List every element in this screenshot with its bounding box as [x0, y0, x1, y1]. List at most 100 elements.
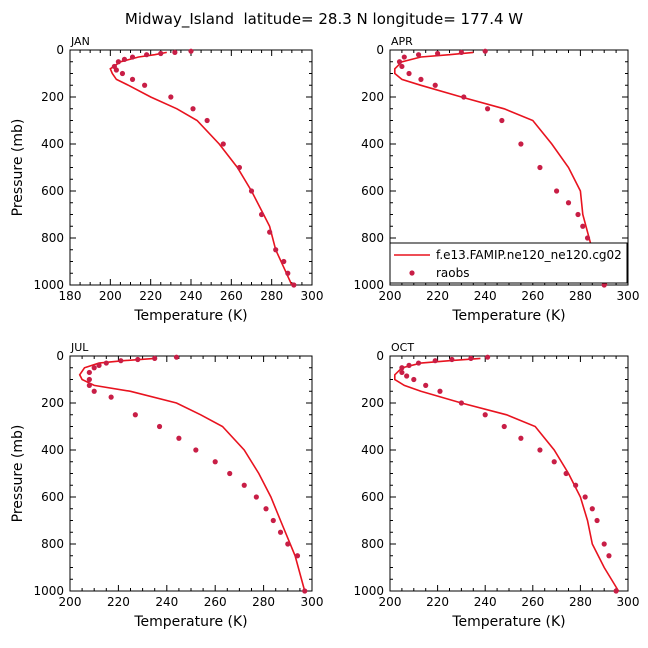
- model-line-series: [109, 51, 293, 286]
- panel-label: JUL: [70, 341, 89, 354]
- panel-label: APR: [391, 35, 413, 48]
- x-tick-label: 220: [139, 289, 162, 303]
- panel-jan: 180 200 220 240 260 280 300 0 200 400 600 800 1000 JA…: [10, 35, 323, 324]
- x-tick-label: 260: [521, 595, 544, 609]
- x-tick-label: 260: [220, 289, 243, 303]
- x-tick-label: 220: [426, 289, 449, 303]
- plot-frame: [69, 355, 313, 592]
- obs-point: [563, 470, 569, 477]
- y-tick-label: 400: [361, 443, 384, 457]
- obs-point: [458, 400, 464, 406]
- x-tick-label: 300: [301, 595, 324, 609]
- panel-apr: 200 220 240 260 280 300 0 200 400 600 800 1000 APR Te…: [353, 35, 639, 324]
- obs-point: [96, 362, 102, 368]
- y-tick-label: 600: [361, 184, 384, 198]
- obs-point: [406, 362, 412, 368]
- obs-point: [565, 200, 572, 206]
- obs-point: [573, 482, 579, 488]
- y-tick-label: 400: [41, 443, 64, 457]
- obs-point: [121, 56, 128, 63]
- legend-obs-marker: [409, 270, 415, 276]
- obs-point: [144, 52, 150, 58]
- obs-point: [285, 541, 291, 547]
- obs-point: [302, 588, 308, 594]
- obs-point: [584, 235, 591, 241]
- obs-point: [270, 517, 276, 524]
- obs-point: [129, 76, 136, 82]
- y-tick-label: 800: [361, 231, 384, 245]
- obs-point: [118, 358, 124, 364]
- x-axis-label: Temperature (K): [133, 308, 247, 324]
- obs-point: [173, 354, 180, 360]
- y-tick-label: 400: [361, 137, 384, 151]
- obs-point: [119, 70, 126, 77]
- obs-point: [277, 529, 284, 535]
- obs-point: [248, 188, 255, 194]
- obs-point: [190, 106, 196, 112]
- obs-point: [601, 541, 607, 547]
- y-axis-label: Pressure (mb): [10, 119, 26, 217]
- x-tick-label: 300: [301, 289, 324, 303]
- obs-point: [415, 52, 422, 58]
- obs-point: [404, 373, 410, 379]
- obs-point: [108, 394, 114, 400]
- x-axis-label: Temperature (K): [451, 308, 565, 324]
- obs-point: [582, 494, 588, 500]
- obs-point: [601, 282, 607, 288]
- obs-point: [291, 282, 297, 288]
- obs-point: [501, 423, 507, 430]
- obs-point: [86, 382, 92, 388]
- obs-point: [484, 354, 491, 360]
- obs-point: [449, 356, 455, 363]
- x-tick-label: 280: [252, 595, 275, 609]
- panel-label: JAN: [70, 35, 90, 48]
- obs-point: [113, 67, 119, 73]
- obs-point: [437, 388, 443, 394]
- obs-point: [594, 517, 600, 524]
- y-tick-label: 1000: [33, 278, 64, 292]
- x-tick-label: 200: [379, 289, 402, 303]
- obs-point: [518, 141, 524, 147]
- obs-point: [396, 59, 403, 65]
- y-tick-label: 1000: [353, 584, 384, 598]
- y-axis-label: Pressure (mb): [10, 425, 26, 523]
- legend-model-label: f.e13.FAMIP.ne120_ne120.cg02: [436, 248, 622, 262]
- obs-point: [401, 54, 407, 60]
- obs-point: [241, 482, 247, 488]
- x-tick-label: 220: [107, 595, 130, 609]
- obs-point: [285, 270, 291, 276]
- obs-point: [518, 435, 524, 441]
- legend-obs-label: raobs: [436, 266, 470, 280]
- obs-point: [193, 447, 199, 453]
- y-tick-label: 600: [361, 490, 384, 504]
- x-tick-label: 200: [379, 595, 402, 609]
- panel-oct: 200 220 240 260 280 300 0 200 400 600 800 1000 OCT Te…: [353, 341, 639, 630]
- y-tick-label: 400: [41, 137, 64, 151]
- figure-title: Midway_Island latitude= 28.3 N longitude…: [125, 10, 523, 29]
- legend-box: [389, 242, 628, 284]
- obs-point: [129, 54, 136, 60]
- obs-point: [589, 506, 595, 512]
- obs-point: [91, 388, 97, 394]
- obs-point: [212, 459, 218, 465]
- obs-point: [399, 63, 405, 70]
- y-tick-label: 200: [361, 90, 384, 104]
- x-tick-label: 240: [155, 595, 178, 609]
- obs-point: [152, 355, 158, 361]
- obs-point: [258, 211, 265, 218]
- x-tick-label: 240: [474, 595, 497, 609]
- obs-point: [115, 59, 121, 65]
- obs-point: [176, 435, 182, 441]
- obs-point: [399, 365, 405, 371]
- x-tick-label: 180: [59, 289, 82, 303]
- obs-point: [554, 188, 560, 194]
- obs-point: [499, 117, 505, 124]
- obs-point: [86, 376, 92, 383]
- obs-point: [613, 588, 619, 594]
- obs-point: [432, 358, 438, 364]
- obs-point: [294, 553, 301, 559]
- obs-point: [135, 356, 141, 363]
- obs-point: [86, 369, 92, 376]
- obs-point: [406, 70, 412, 77]
